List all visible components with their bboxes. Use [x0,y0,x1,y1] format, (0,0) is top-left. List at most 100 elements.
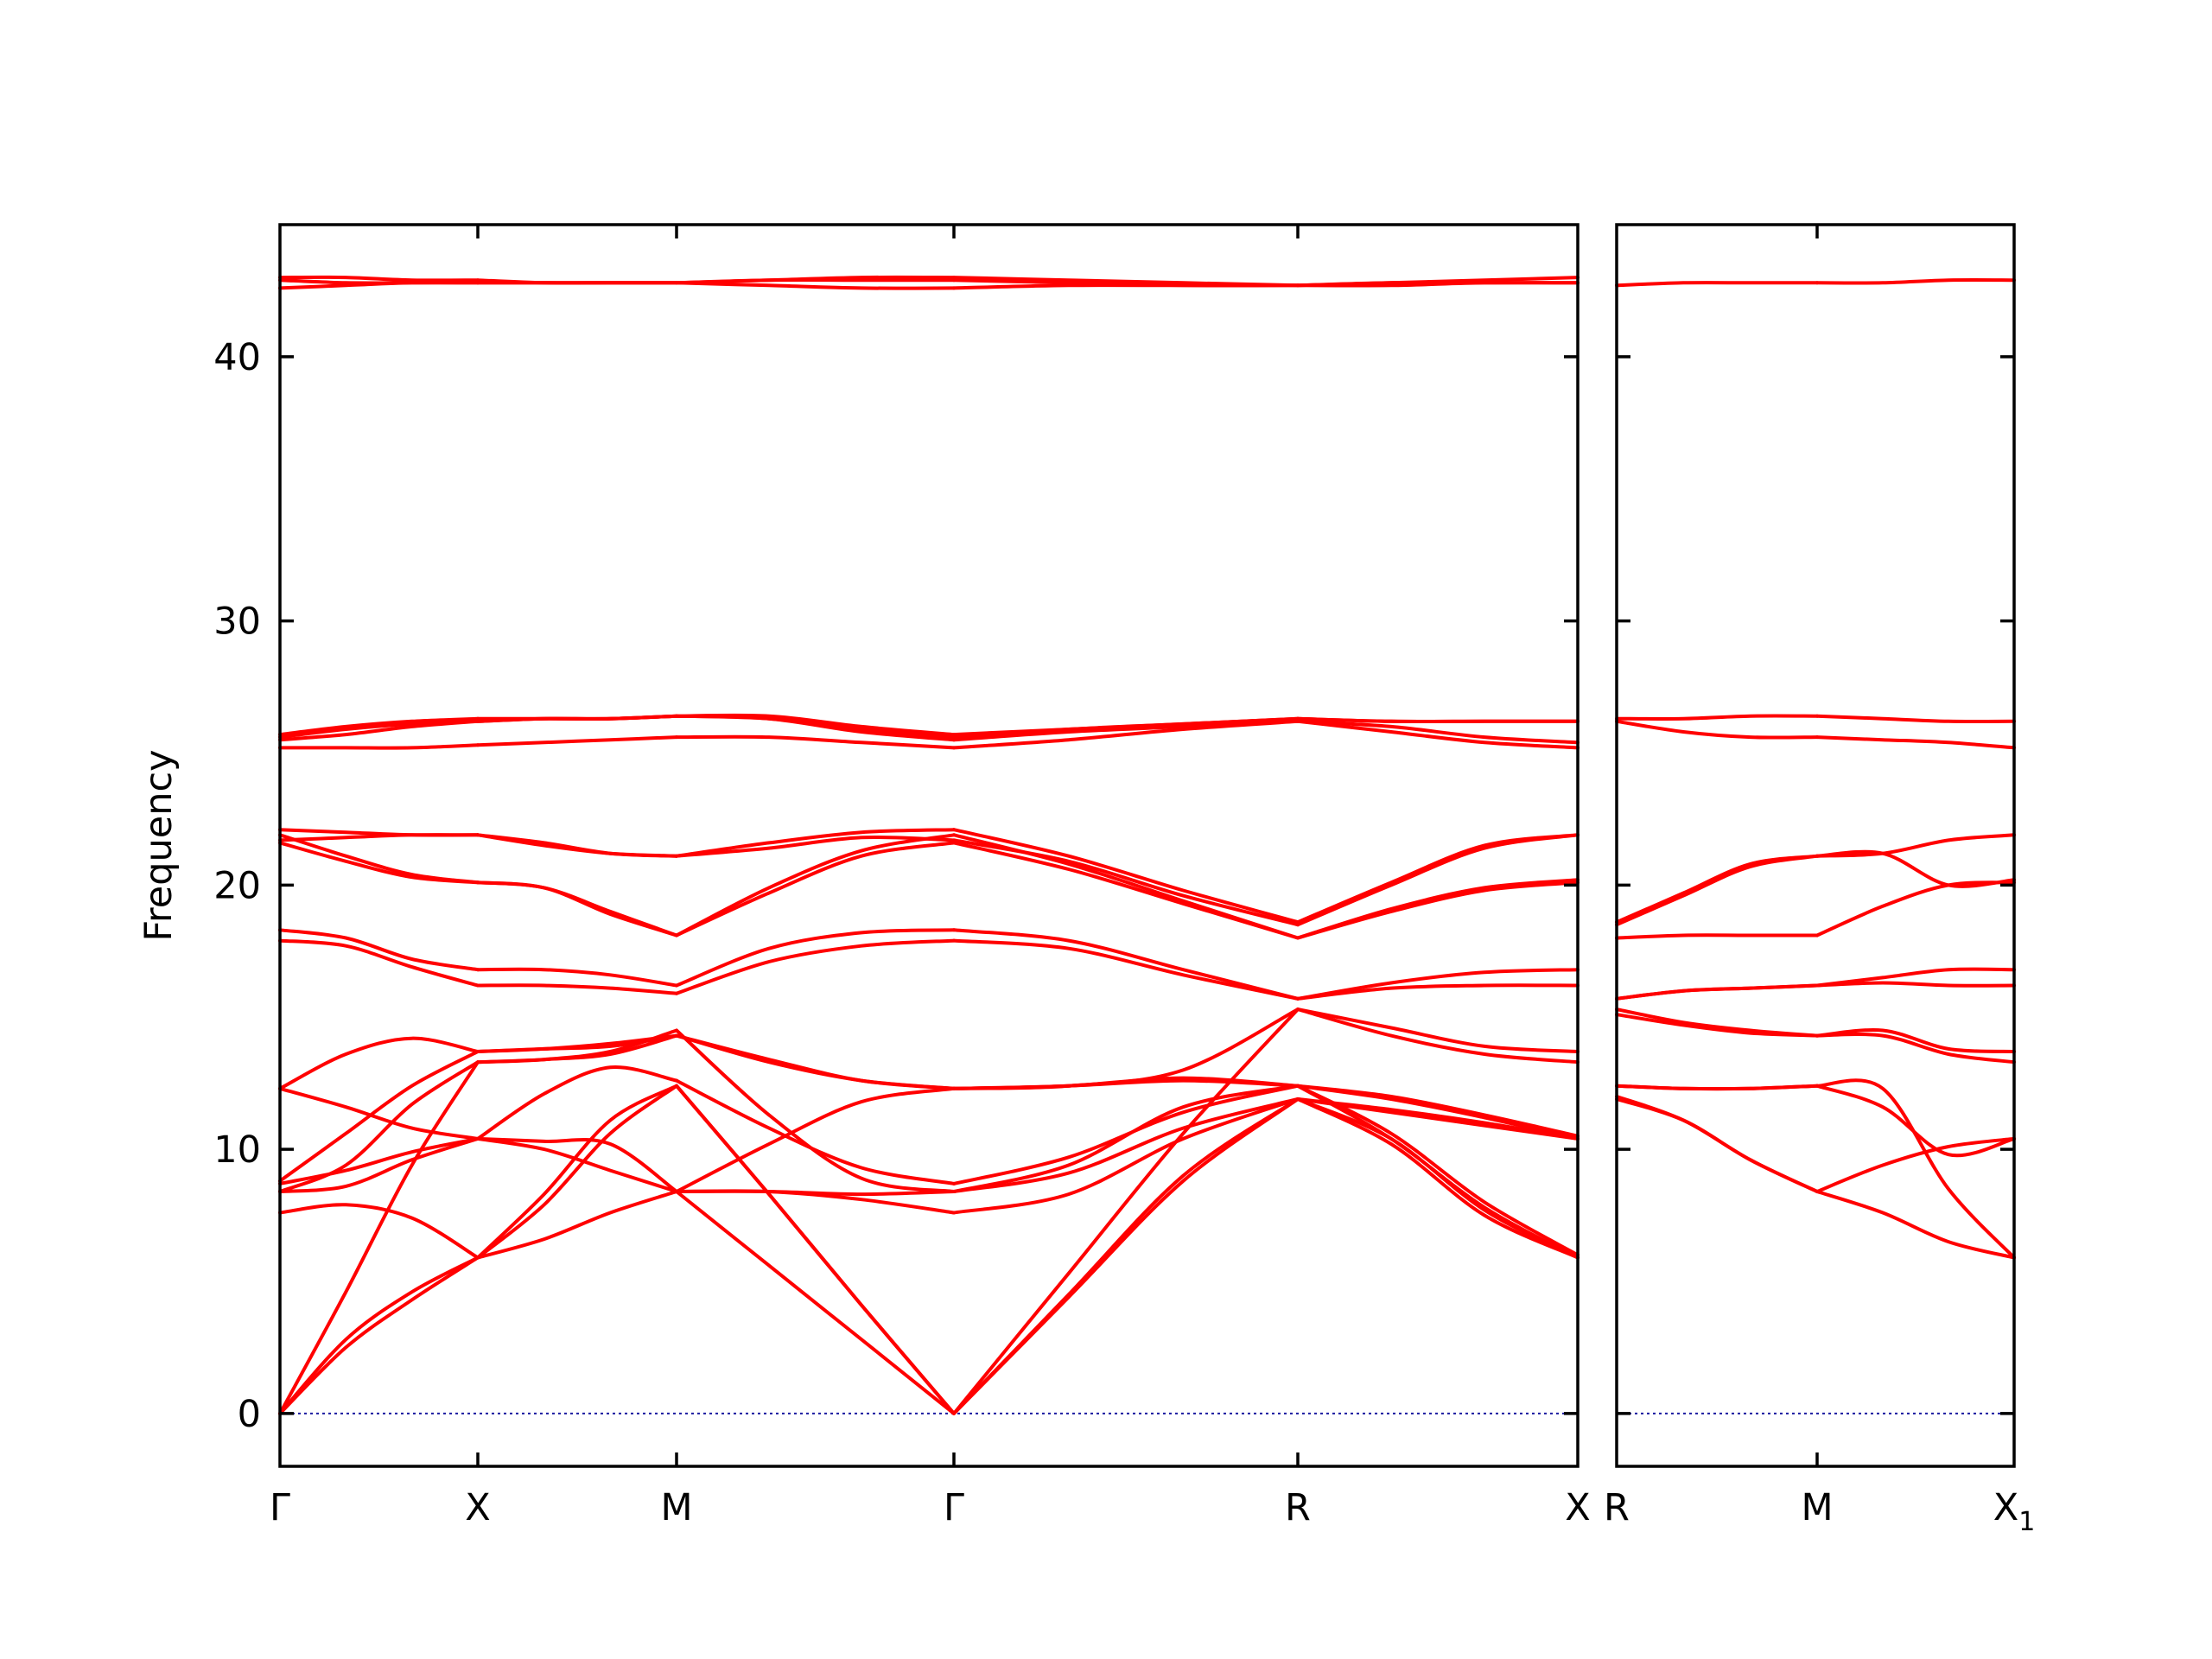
band-line [278,1060,480,1193]
segment-Γ-X [278,275,480,1415]
band-line [952,928,1300,1001]
band-line [278,1255,480,1415]
plot-frame [1615,223,2016,1468]
band-line [1815,714,2016,724]
band-line [278,928,480,972]
band-line [952,1007,1300,1090]
band-line [952,1097,1300,1193]
band-line [1615,281,1819,288]
band-line [476,967,678,988]
band-line [1815,1084,2016,1158]
band-line [1296,1097,1580,1260]
y-tick-label: 40 [213,336,261,379]
segment-R-X [1296,276,1580,1260]
band-line [675,281,956,290]
band-line [1815,1033,2016,1065]
band-line [1296,880,1580,940]
band-line [1815,849,2016,888]
band-line [278,1136,480,1193]
band-line [278,1050,480,1183]
band-line [1296,1084,1580,1138]
band-line [952,716,1300,737]
band-line [952,1007,1300,1415]
band-line [1296,1084,1580,1257]
band-line [278,278,480,285]
band-line [952,838,1300,927]
x-tick-label: R [1285,1486,1311,1529]
band-line [952,719,1300,742]
segment-M-X1 [1815,277,2016,1260]
band-line [1296,833,1580,927]
band-line [1615,1095,1819,1193]
band-line [675,833,956,938]
band-line [1296,1007,1580,1053]
band-line [675,1084,956,1415]
band-line [1296,276,1580,288]
band-line [1815,735,2016,750]
band-line [476,983,678,995]
band-line [952,276,1300,288]
band-line [476,1084,678,1260]
segment-M-Γ [675,275,956,1415]
band-line [278,1203,480,1260]
band-line [952,938,1300,1001]
band-line [278,1036,480,1090]
band-line [476,880,678,938]
band-line [675,1189,956,1197]
band-line [278,938,480,988]
band-line [1296,1084,1580,1141]
band-line [675,1033,956,1090]
band-line [1815,1136,2016,1193]
band-line [1296,878,1580,940]
band-line [278,1136,480,1185]
band-line [1615,719,1819,740]
band-line [278,841,480,885]
band-line [278,828,480,837]
band-line [675,1028,956,1193]
band-line [675,734,956,750]
band-line [675,1190,956,1415]
band-line [1296,719,1580,750]
band-line [952,1097,1300,1415]
panel-1: 0 10 20 30 40 Γ X M Γ R X [213,223,1591,1529]
band-line [1615,854,1819,927]
band-line [1815,981,2016,988]
band-line [952,1097,1300,1215]
band-line [476,735,678,747]
band-line [476,1065,678,1141]
x-tick-label: X [1565,1486,1590,1529]
band-line [952,841,1300,940]
plot-frame [278,223,1580,1468]
band-line [675,938,956,995]
band-line [675,275,956,285]
band-line [476,1136,678,1193]
band-line [675,828,956,858]
band-line [952,1084,1300,1193]
y-axis-label: Frequency [137,749,181,941]
x-tick-label: Γ [270,1486,290,1529]
band-line [1615,983,1819,1001]
x-tick-label: R [1604,1486,1630,1529]
band-line [675,835,956,858]
segment-R-M [1615,281,1819,1193]
band-line [278,1255,480,1415]
band-line [1296,833,1580,925]
x-tick-label: X1 [1993,1486,2036,1537]
band-line [278,1086,480,1141]
band-line [952,1078,1300,1090]
band-line [952,828,1300,925]
band-line [278,716,480,737]
segment-Γ-R [952,276,1300,1415]
band-line [952,1097,1300,1415]
x-tick-label: M [660,1486,692,1529]
band-line [278,743,480,750]
band-line [476,833,678,858]
y-tick-label: 20 [213,864,261,907]
band-line [675,1086,956,1193]
band-line [278,275,480,283]
y-tick-label: 10 [213,1128,261,1172]
y-tick-label: 0 [238,1393,261,1436]
band-line [1815,833,2016,858]
